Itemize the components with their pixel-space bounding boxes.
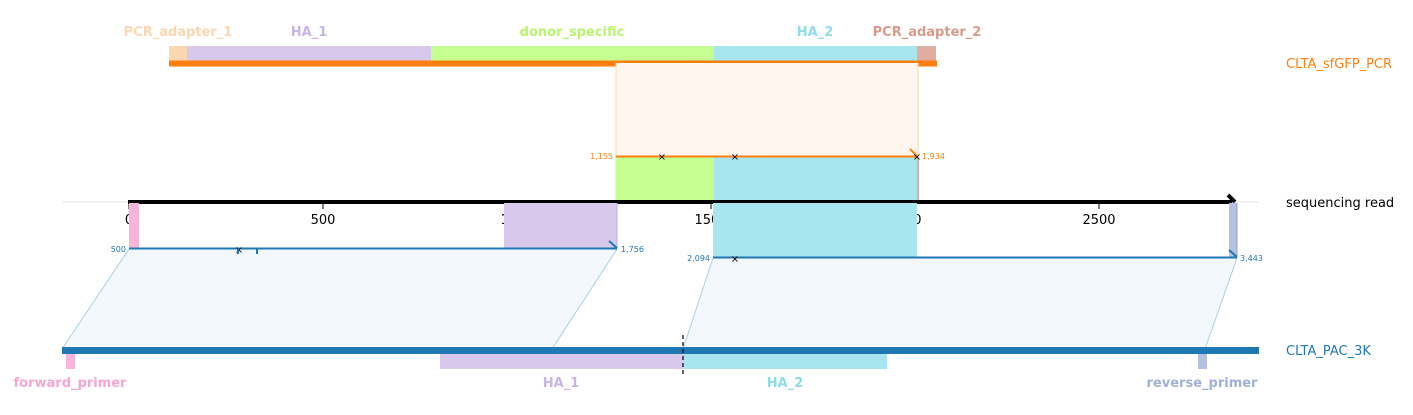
bottom-reference: forward_primer HA_1 HA_2 reverse_primer … xyxy=(14,335,1371,391)
feature-forward-primer-block xyxy=(66,352,75,369)
pcr-alignment-start-label: 1,155 xyxy=(590,152,613,161)
read-feature-ha-2 xyxy=(714,157,917,201)
feature-ha-2-block xyxy=(714,46,917,62)
read-direction-arrow xyxy=(1226,193,1237,204)
feature-label-ha-2: HA_2 xyxy=(767,376,804,391)
feature-label-pcr-adapter-2: PCR_adapter_2 xyxy=(873,25,982,40)
feature-label-ha-1: HA_1 xyxy=(543,376,580,391)
pac-right-projection-edge xyxy=(1204,257,1238,350)
tick-label: 2500 xyxy=(1082,213,1115,228)
feature-label-ha-1: HA_1 xyxy=(291,25,328,40)
pac-left-projection-edge xyxy=(61,248,130,350)
pac-right-alignment-end-label: 3,443 xyxy=(1240,254,1263,263)
pac-left-alignment-end-label: 1,756 xyxy=(621,245,644,254)
pcr-alignment-end-label: 1,934 xyxy=(922,152,945,161)
pac-left-alignment-start-label: 500 xyxy=(111,245,126,254)
read-feature-forward-primer xyxy=(129,203,139,248)
pac-right-alignment-end-hook xyxy=(1228,249,1238,258)
feature-pcr-adapter-1-block xyxy=(169,46,187,62)
feature-reverse-primer-block xyxy=(1198,352,1207,369)
pac-left-alignment-end-hook xyxy=(608,240,618,249)
mismatch-marker: × xyxy=(913,152,921,163)
read-feature-reverse-primer xyxy=(1229,203,1237,257)
top-reference: PCR_adapter_1 HA_1 donor_specific HA_2 P… xyxy=(124,25,1392,72)
feature-label-pcr-adapter-1: PCR_adapter_1 xyxy=(124,25,233,40)
pac-right-alignment-start-label: 2,094 xyxy=(687,254,710,263)
pac-left-projection-edge xyxy=(551,248,618,350)
pcr-alignment: × × × 1,155 1,934 xyxy=(590,63,945,201)
feature-donor-specific-block xyxy=(431,46,714,62)
tick-label: 500 xyxy=(311,213,336,228)
feature-label-ha-2: HA_2 xyxy=(797,25,834,40)
feature-ha-2-block xyxy=(683,352,887,369)
feature-ha-1-block xyxy=(440,352,683,369)
mismatch-marker: × xyxy=(658,152,666,163)
pac-left-alignment-projection xyxy=(62,248,617,349)
sequencing-read-name: sequencing read xyxy=(1286,196,1394,211)
read-axis-ticks: 0 500 1000 1500 2000 2500 xyxy=(125,204,1116,228)
read-feature-ha-1 xyxy=(504,203,617,248)
feature-label-donor-specific: donor_specific xyxy=(520,25,625,40)
mismatch-marker: × xyxy=(731,152,739,163)
pac-alignments: × 500 1,756 × 2,094 3,443 xyxy=(61,203,1263,350)
mismatch-marker: × xyxy=(731,254,739,265)
feature-pcr-adapter-2-block xyxy=(917,46,936,62)
pac-right-projection-edge xyxy=(682,257,714,350)
bottom-reference-name: CLTA_PAC_3K xyxy=(1286,344,1371,359)
feature-label-forward-primer: forward_primer xyxy=(14,376,128,391)
top-reference-name: CLTA_sfGFP_PCR xyxy=(1286,57,1392,72)
pac-right-alignment-projection xyxy=(683,257,1237,349)
read-feature-ha-2 xyxy=(713,203,917,257)
read-feature-pcr-adapter-2 xyxy=(917,157,919,201)
feature-label-reverse-primer: reverse_primer xyxy=(1147,376,1259,391)
feature-ha-1-block xyxy=(187,46,431,62)
pcr-alignment-end-hook xyxy=(909,148,918,157)
read-feature-donor-specific xyxy=(616,157,714,201)
